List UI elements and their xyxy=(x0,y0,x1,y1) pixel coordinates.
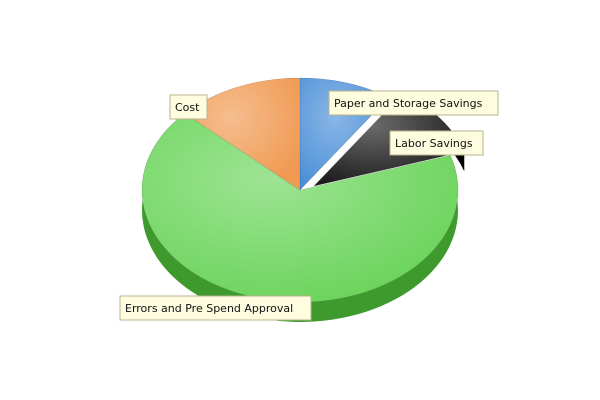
pie-slices xyxy=(141,77,465,303)
slice-highlight-cost xyxy=(184,78,300,190)
slice-labels: Paper and Storage Savings Labor Savings Er… xyxy=(119,90,499,321)
label-errors-and-pre-spend-approval: Errors and Pre Spend Approval xyxy=(119,295,312,321)
label-box xyxy=(169,94,208,120)
label-text: Labor Savings xyxy=(395,137,473,150)
label-text: Paper and Storage Savings xyxy=(334,97,483,110)
label-text: Errors and Pre Spend Approval xyxy=(125,302,293,315)
label-cost: Cost xyxy=(169,94,208,120)
label-labor-savings: Labor Savings xyxy=(389,130,484,156)
label-box xyxy=(389,130,484,156)
slice-highlight-labor-savings xyxy=(314,93,465,186)
label-text: Cost xyxy=(175,101,200,114)
label-box xyxy=(119,295,312,321)
label-paper-and-storage-savings: Paper and Storage Savings xyxy=(328,90,499,116)
label-box xyxy=(328,90,499,116)
slice-highlight-errors-and-pre-spend-approval xyxy=(142,113,459,303)
